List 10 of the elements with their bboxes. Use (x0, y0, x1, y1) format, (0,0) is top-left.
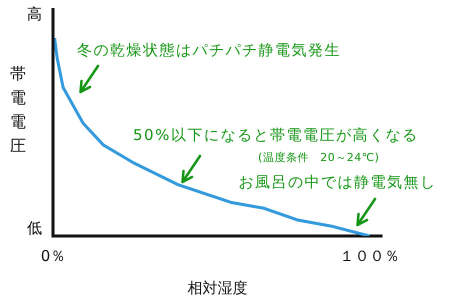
text: 高 (27, 5, 42, 23)
annotation: 50%以下になると帯電電圧が高くなる (133, 126, 418, 144)
annotation: お風呂の中では静電気無し (238, 173, 437, 192)
x-tick-label: 0％ (40, 246, 66, 265)
annotation: 冬の乾燥状態はパチパチ静電気発生 (76, 41, 341, 60)
text: 低 (27, 219, 42, 237)
x-axis-title: 相対湿度 (188, 278, 248, 297)
y-axis-title: 帯電電圧 (10, 63, 27, 157)
x-tick-label: １００％ (339, 246, 400, 265)
annotation: (温度条件 20～24℃) (258, 151, 380, 164)
